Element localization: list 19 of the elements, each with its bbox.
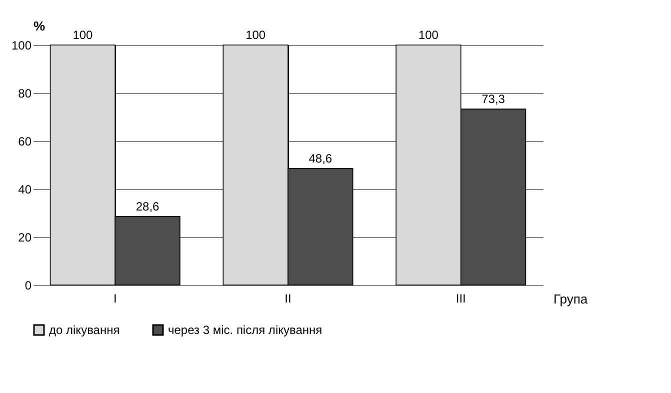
y-tick-label: 40 [18,182,32,196]
legend-label: через 3 міс. після лікування [168,323,322,337]
y-tick-label: 20 [18,230,32,244]
data-label: 100 [418,28,439,42]
data-label: 100 [246,28,266,42]
data-label: 28,6 [136,199,160,214]
y-tick-label: 0 [24,278,32,292]
y-tick-label: 80 [18,86,32,100]
y-tick-label: 60 [18,134,32,148]
legend-label: до лікування [49,323,120,337]
x-tick-label: I [113,292,117,306]
x-tick-label: III [456,292,466,306]
data-label: 48,6 [308,151,332,166]
data-label: 73,3 [482,92,506,106]
x-axis-title: Група [554,292,588,306]
x-tick-label: II [284,292,292,306]
data-label: 100 [72,28,94,42]
y-tick-label: 100 [11,38,32,52]
y-axis-title: % [34,18,46,34]
